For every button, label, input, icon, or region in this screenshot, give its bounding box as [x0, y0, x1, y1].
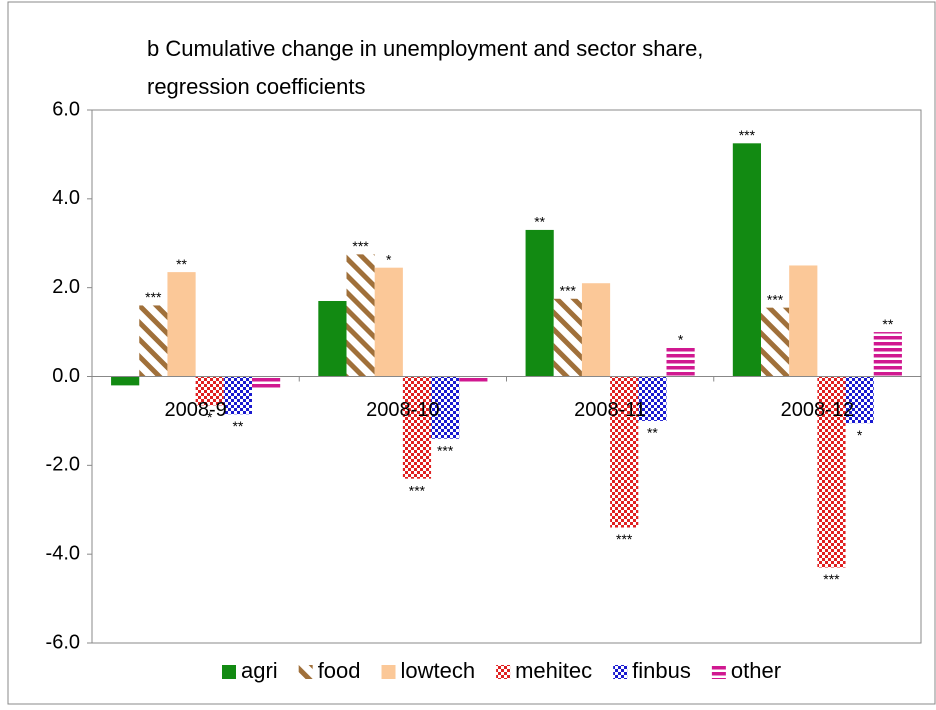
significance-label: *: [857, 427, 863, 443]
x-tick-label: 2008-9: [164, 399, 226, 421]
y-tick-label: 6.0: [52, 98, 80, 120]
bar: [666, 347, 695, 377]
bar: [346, 254, 375, 377]
legend-swatch: [381, 665, 396, 679]
legend-label: food: [318, 658, 361, 683]
chart-subtitle: regression coefficients: [147, 74, 366, 99]
significance-label: *: [386, 251, 392, 267]
significance-label: **: [534, 214, 545, 230]
chart-title: b Cumulative change in unemployment and …: [147, 36, 703, 61]
legend-swatch: [711, 665, 726, 679]
bar: [223, 376, 252, 415]
significance-label: **: [176, 256, 187, 272]
bar: [761, 307, 790, 377]
significance-label: ***: [739, 127, 756, 143]
bar: [431, 376, 460, 439]
bar: [638, 376, 667, 421]
significance-label: ***: [409, 482, 426, 498]
legend-swatch: [496, 665, 511, 679]
significance-label: ***: [145, 289, 162, 305]
bar: [318, 300, 347, 377]
legend-label: finbus: [632, 658, 691, 683]
significance-label: **: [647, 425, 658, 441]
bar: [459, 376, 488, 384]
significance-label: **: [882, 316, 893, 332]
y-tick-label: 0.0: [52, 365, 80, 387]
significance-label: ***: [560, 282, 577, 298]
y-tick-label: -4.0: [46, 542, 80, 564]
bar: [374, 267, 403, 377]
bar: [553, 298, 582, 377]
y-tick-label: 2.0: [52, 276, 80, 298]
bar: [732, 143, 762, 377]
significance-label: **: [232, 418, 243, 434]
chart-frame: [7, 1, 936, 705]
x-tick-label: 2008-12: [781, 399, 854, 421]
bar: [873, 332, 902, 377]
legend-swatch: [298, 665, 313, 679]
legend-swatch: [613, 665, 628, 679]
significance-label: ***: [767, 291, 784, 307]
bar: [139, 305, 168, 377]
significance-label: *: [678, 331, 684, 347]
y-tick-label: 4.0: [52, 187, 80, 209]
legend-label: lowtech: [401, 658, 476, 683]
significance-label: ***: [616, 531, 633, 547]
significance-label: *: [207, 409, 213, 425]
bar: [167, 272, 196, 377]
legend-label: mehitec: [515, 658, 592, 683]
bar: [402, 376, 432, 479]
bar: [251, 376, 281, 390]
bar: [789, 265, 818, 377]
bar: [111, 376, 140, 386]
bar: [817, 376, 846, 568]
y-tick-label: -2.0: [46, 454, 80, 476]
x-tick-label: 2008-11: [574, 399, 646, 421]
significance-label: ***: [823, 571, 840, 587]
legend-swatch: [222, 665, 236, 679]
y-tick-label: -6.0: [46, 631, 80, 653]
legend-label: other: [731, 658, 781, 683]
bar: [581, 283, 611, 377]
significance-label: ***: [437, 442, 454, 458]
significance-label: ***: [352, 238, 369, 254]
bar: [845, 376, 874, 424]
legend-label: agri: [241, 658, 278, 683]
bar: [525, 229, 554, 377]
bar: [195, 376, 224, 406]
bar: [610, 376, 639, 528]
x-tick-label: 2008-10: [366, 399, 439, 421]
